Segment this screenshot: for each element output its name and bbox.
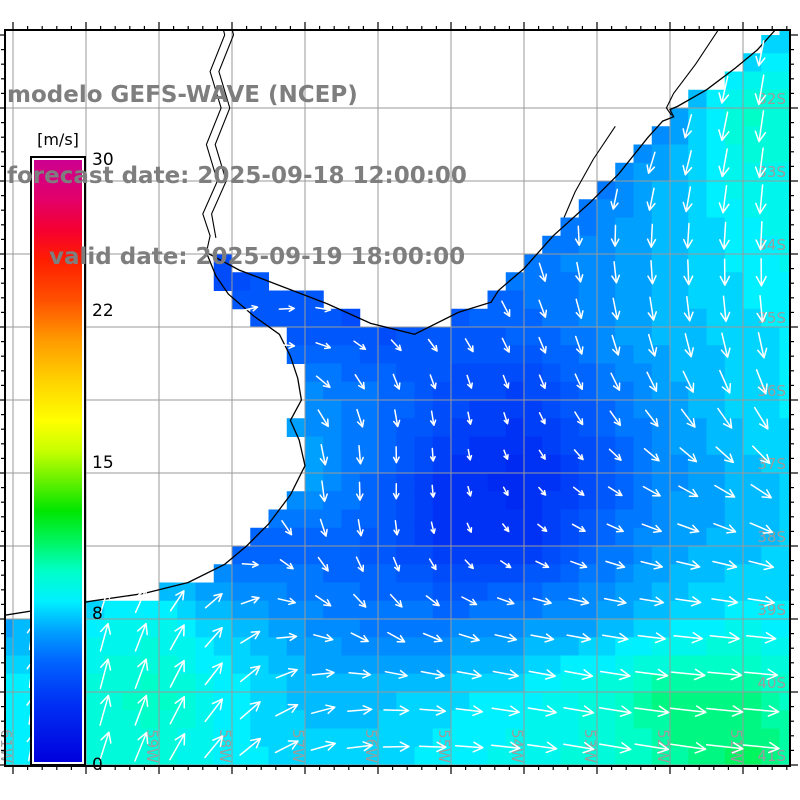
colorbar-tick-label: 0 xyxy=(92,755,103,775)
coast-path xyxy=(5,30,777,616)
river-path xyxy=(563,125,616,218)
colorbar-tick-label: 30 xyxy=(92,150,114,170)
lon-label: 57W xyxy=(289,729,307,763)
lat-label: 36S xyxy=(757,382,786,400)
river-path xyxy=(211,30,235,238)
lat-label: 41S xyxy=(757,747,786,765)
lat-label: 40S xyxy=(757,674,786,692)
colorbar xyxy=(30,156,86,766)
lat-label: 35S xyxy=(757,309,786,327)
map-frame xyxy=(0,22,798,774)
lon-label: 58W xyxy=(216,729,234,763)
colorbar-tick-label: 8 xyxy=(92,603,103,624)
lat-label: 37S xyxy=(757,455,786,473)
coastline xyxy=(5,30,777,616)
sea-field xyxy=(5,30,790,766)
degree-grid xyxy=(5,30,790,766)
lon-label: 61W xyxy=(0,729,15,763)
lon-label: 51W xyxy=(727,729,745,763)
lat-label: 32S xyxy=(757,90,786,108)
river-path xyxy=(202,30,226,253)
colorbar-tick-label: 22 xyxy=(92,301,114,322)
colorbar-tick-label: 15 xyxy=(92,452,114,473)
lat-label: 34S xyxy=(757,236,786,254)
river-path xyxy=(665,30,719,116)
lat-label: 33S xyxy=(757,163,786,181)
colorbar-unit-label: [m/s] xyxy=(37,130,79,149)
colorbar-gradient xyxy=(34,160,82,762)
